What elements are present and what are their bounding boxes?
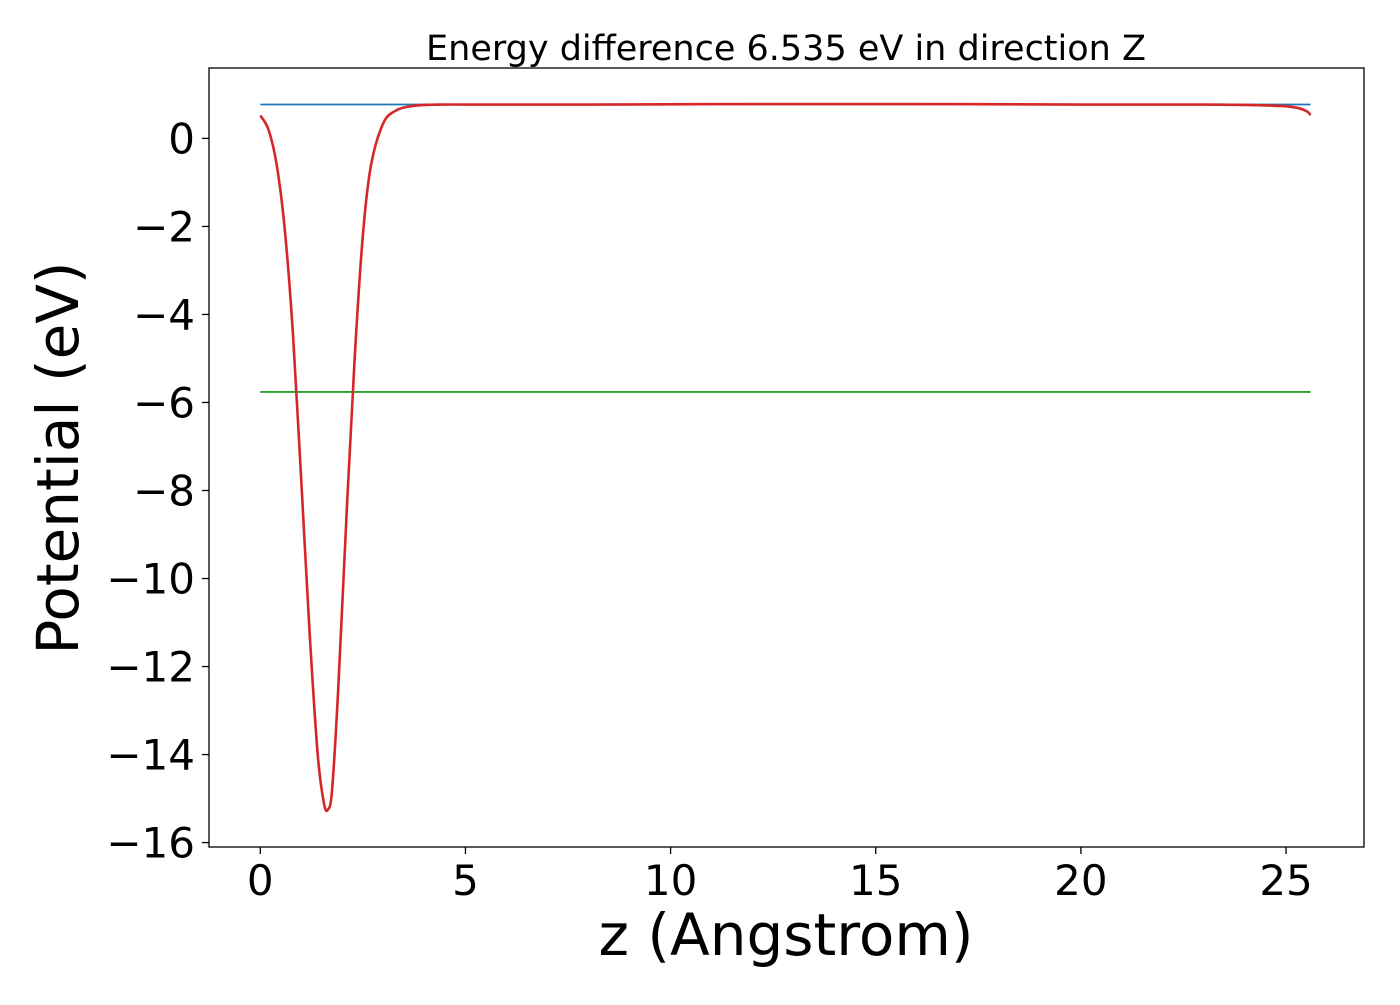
y-axis-label: Potential (eV) (24, 261, 92, 654)
series-layer (259, 102, 1312, 813)
x-tick-label: 5 (452, 856, 479, 905)
potential-curve (259, 102, 1312, 813)
x-tick-label: 25 (1259, 856, 1312, 905)
y-tick-label: −12 (106, 643, 195, 692)
x-tick-label: 20 (1054, 856, 1107, 905)
x-tick-label: 10 (644, 856, 697, 905)
x-axis-label: z (Angstrom) (599, 901, 974, 969)
x-axis-ticks: 0 5 10 15 20 25 (247, 847, 1313, 905)
y-tick-label: −4 (133, 290, 195, 339)
y-tick-label: −2 (133, 202, 195, 251)
y-tick-label: −16 (106, 819, 195, 868)
y-tick-label: −14 (106, 731, 195, 780)
plot-frame (208, 67, 1365, 848)
x-tick-label: 15 (849, 856, 902, 905)
chart-title: Energy difference 6.535 eV in direction … (426, 29, 1146, 69)
x-tick-label: 0 (247, 856, 274, 905)
y-tick-label: 0 (168, 114, 195, 163)
y-tick-label: −8 (133, 467, 195, 516)
y-tick-label: −10 (106, 555, 195, 604)
y-axis-ticks: 0 −2 −4 −6 −8 −10 −12 −14 −16 (106, 114, 209, 868)
y-tick-label: −6 (133, 378, 195, 427)
